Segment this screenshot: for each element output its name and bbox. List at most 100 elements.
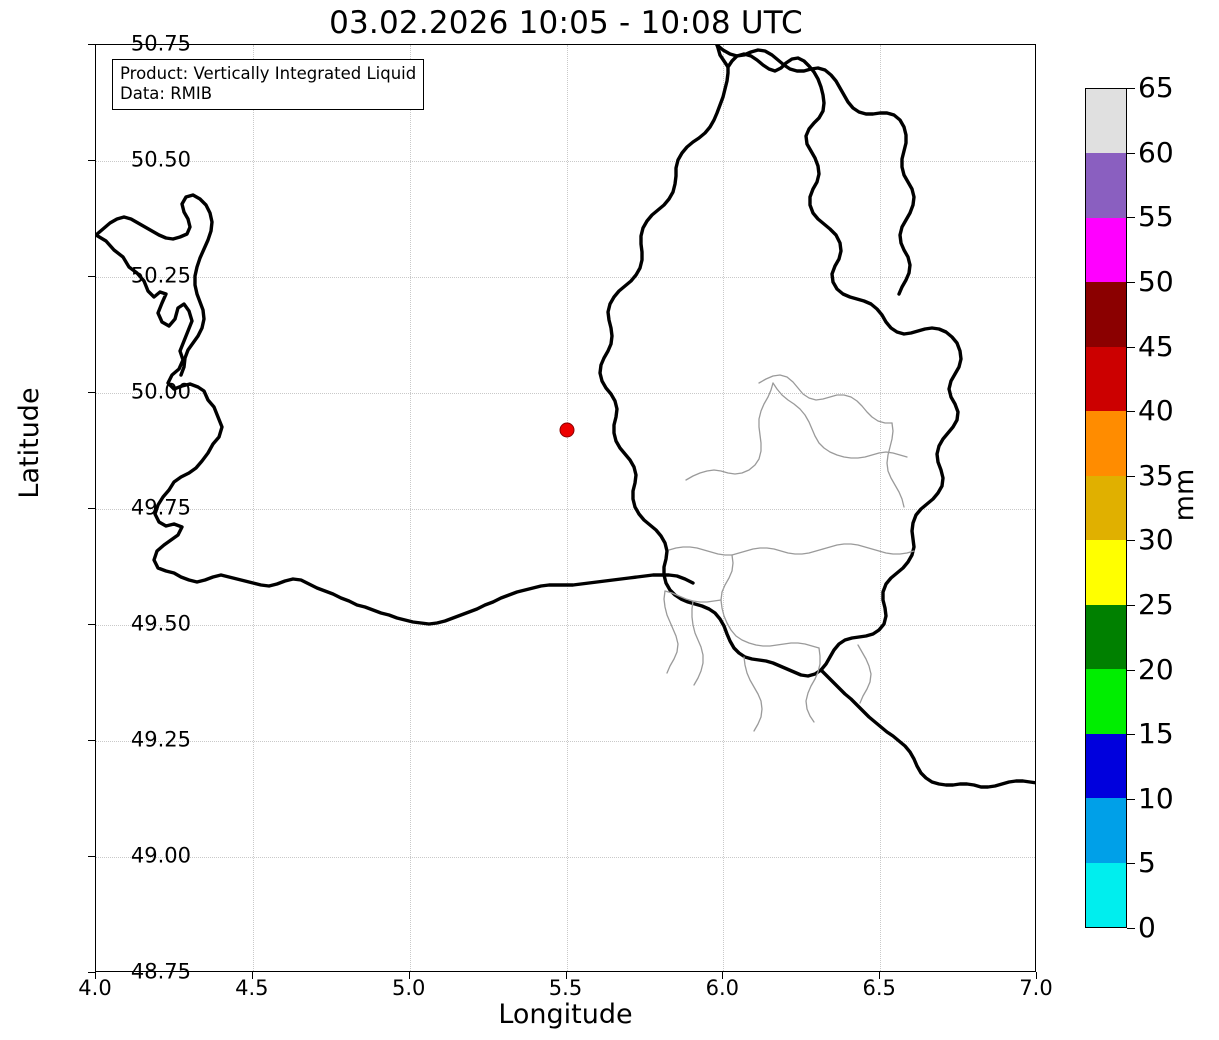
colorbar-band-10-15 — [1086, 733, 1126, 799]
ytick-label: 50.00 — [130, 379, 191, 404]
canton-border-mid-central — [720, 554, 820, 649]
colorbar-band-50-55 — [1086, 217, 1126, 283]
colorbar-tick-mark — [1127, 346, 1135, 348]
colorbar-tick-label: 20 — [1138, 652, 1174, 686]
colorbar-band-45-50 — [1086, 282, 1126, 347]
luxembourg-national-border — [598, 52, 963, 678]
y-axis-title: Latitude — [14, 387, 45, 499]
page-title: 03.02.2026 10:05 - 10:08 UTC — [329, 5, 803, 41]
colorbar-band-20-25 — [1086, 604, 1126, 670]
radar-site-marker[interactable] — [559, 422, 574, 438]
colorbar-tick-label: 15 — [1138, 717, 1174, 751]
canton-border-south — [743, 656, 763, 732]
colorbar-tick-mark — [1127, 88, 1135, 90]
xtick-label: 6.0 — [705, 976, 739, 1000]
colorbar-tick-mark — [1127, 734, 1135, 736]
canton-border-west-mid — [663, 590, 679, 674]
colorbar-tick-label: 0 — [1138, 911, 1156, 944]
xtick-mark — [722, 972, 724, 979]
xtick-label: 5.0 — [391, 976, 426, 1000]
canton-border-south-west — [691, 600, 704, 686]
ytick-mark — [88, 392, 95, 393]
ytick-label: 50.25 — [130, 263, 191, 288]
canton-border-northwest — [685, 382, 774, 481]
canton-border-east — [822, 543, 915, 555]
xtick-mark — [251, 972, 253, 979]
ytick-mark — [88, 44, 95, 45]
colorbar-tick-label: 40 — [1138, 394, 1174, 428]
ytick-mark — [88, 972, 95, 973]
colorbar-tick-mark — [1127, 669, 1135, 671]
colorbar-tick-label: 60 — [1138, 135, 1174, 169]
ytick-label: 48.75 — [130, 959, 191, 984]
colorbar-band-60-65 — [1086, 89, 1126, 154]
national-border-northwest — [96, 193, 214, 377]
ytick-mark — [88, 508, 95, 509]
colorbar-unit-label: mm — [1169, 468, 1200, 522]
xtick-mark — [1036, 972, 1037, 979]
colorbar-band-25-30 — [1086, 540, 1126, 605]
ytick-label: 49.00 — [130, 843, 191, 868]
colorbar-band-55-60 — [1086, 153, 1126, 218]
colorbar-tick-label: 35 — [1138, 458, 1174, 492]
national-border-north — [715, 45, 916, 296]
colorbar-band-30-35 — [1086, 475, 1126, 541]
canton-border-central-north — [772, 382, 908, 459]
colorbar-tick-mark — [1127, 863, 1135, 865]
xtick-mark — [408, 972, 410, 979]
colorbar-tick-label: 25 — [1138, 588, 1174, 621]
ytick-mark — [88, 740, 95, 741]
colorbar-band-0-5 — [1086, 862, 1126, 928]
national-border-west — [96, 233, 695, 626]
colorbar-tick-mark — [1127, 152, 1135, 154]
ytick-mark — [88, 160, 95, 161]
canton-border-east-north — [886, 422, 905, 508]
ytick-label: 49.75 — [130, 495, 191, 520]
colorbar-tick-label: 65 — [1138, 71, 1174, 105]
colorbar-tick-mark — [1127, 928, 1135, 929]
colorbar-tick-label: 45 — [1138, 329, 1174, 363]
ytick-label: 49.50 — [130, 611, 191, 636]
canton-border-south-east — [805, 647, 821, 723]
map-plot-area: Product: Vertically Integrated Liquid Da… — [95, 44, 1036, 972]
canton-border-north — [758, 374, 893, 424]
x-axis-title: Longitude — [498, 999, 633, 1030]
ytick-label: 50.75 — [130, 31, 191, 56]
colorbar-tick-label: 55 — [1138, 200, 1174, 234]
xtick-label: 6.5 — [862, 976, 896, 1000]
colorbar-tick-mark — [1127, 798, 1135, 800]
xtick-mark — [95, 972, 96, 979]
colorbar-tick-mark — [1127, 540, 1135, 542]
xtick-label: 4.5 — [235, 976, 269, 1000]
colorbar-tick-mark — [1127, 282, 1135, 283]
ytick-mark — [88, 276, 95, 277]
colorbar-tick-label: 5 — [1138, 846, 1156, 880]
colorbar-tick-mark — [1127, 411, 1135, 413]
colorbar-band-40-45 — [1086, 346, 1126, 412]
map-outlines — [96, 45, 1035, 789]
ytick-mark — [88, 624, 95, 625]
annotation-box: Product: Vertically Integrated Liquid Da… — [112, 59, 425, 110]
xtick-mark — [565, 972, 567, 979]
ytick-label: 49.25 — [130, 727, 191, 752]
canton-border-mid-west — [668, 546, 824, 556]
annotation-data-line: Data: RMIB — [120, 84, 213, 103]
colorbar-band-5-10 — [1086, 798, 1126, 863]
colorbar-tick-label: 30 — [1138, 523, 1174, 557]
colorbar-tick-label: 50 — [1138, 265, 1174, 298]
ytick-label: 50.50 — [130, 147, 191, 172]
annotation-product-line: Product: Vertically Integrated Liquid — [120, 64, 417, 83]
ytick-mark — [88, 856, 95, 857]
colorbar — [1085, 88, 1127, 928]
colorbar-tick-mark — [1127, 605, 1135, 606]
colorbar-band-15-20 — [1086, 669, 1126, 734]
canton-border-southeast-tip — [857, 644, 872, 704]
xtick-label: 7.0 — [1019, 976, 1053, 1000]
xtick-label: 5.5 — [548, 976, 583, 1000]
colorbar-tick-mark — [1127, 475, 1135, 477]
colorbar-tick-label: 10 — [1138, 781, 1174, 815]
xtick-mark — [879, 972, 881, 979]
colorbar-band-35-40 — [1086, 411, 1126, 476]
colorbar-tick-mark — [1127, 217, 1135, 219]
xtick-label: 4.0 — [78, 976, 112, 1000]
